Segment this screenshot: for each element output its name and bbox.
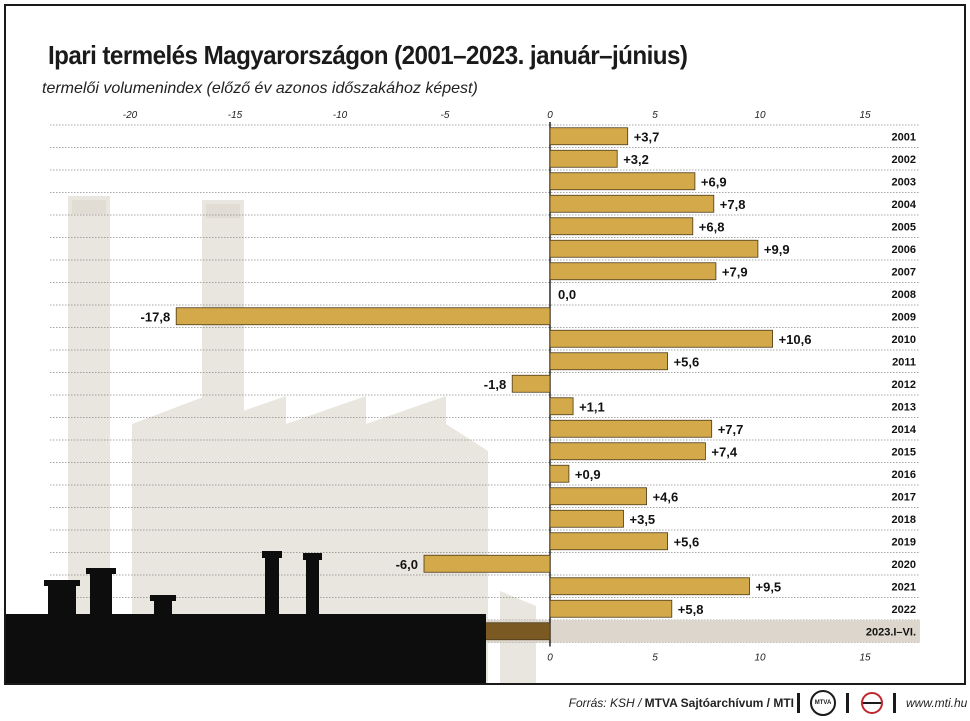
bars <box>175 127 774 641</box>
mti-logo-icon <box>861 692 883 714</box>
year-label: 2008 <box>892 289 916 301</box>
value-label: +7,4 <box>711 444 737 459</box>
bar-2014 <box>549 419 713 438</box>
footer: Forrás: KSH / MTVA Sajtóarchívum / MTI M… <box>0 688 970 721</box>
bottom-tick-label: 15 <box>859 653 871 664</box>
year-label: 2017 <box>892 491 916 503</box>
top-tick-label: 0 <box>547 110 553 121</box>
bar-2022 <box>549 599 673 618</box>
factory-foreground-silhouette <box>6 551 486 683</box>
year-label: 2010 <box>892 334 916 346</box>
bottom-tick-label: 10 <box>754 653 766 664</box>
bar-2004 <box>549 194 715 213</box>
bar-2020 <box>423 554 551 573</box>
bar-2002 <box>549 149 618 168</box>
year-label: 2015 <box>892 446 916 458</box>
separator <box>797 693 800 713</box>
value-label: +9,5 <box>756 579 782 594</box>
top-tick-label: 5 <box>652 110 658 121</box>
bar-2019 <box>549 532 668 551</box>
value-label: -17,8 <box>141 309 171 324</box>
year-label: 2003 <box>892 176 916 188</box>
top-tick-label: -10 <box>333 110 348 121</box>
year-label: 2019 <box>892 536 916 548</box>
bar-2005 <box>549 217 694 236</box>
chart-svg: +3,7 +3,2 +6,9 +7,8 +6,8 +9,9 +7,9 0,0 -17,8 +10,… <box>6 110 920 683</box>
year-label: 2004 <box>892 199 917 211</box>
bottom-tick-label: 5 <box>652 653 658 664</box>
value-label: +7,7 <box>718 422 744 437</box>
top-tick-label: -15 <box>228 110 243 121</box>
bar-2021 <box>549 577 750 596</box>
value-label: +5,6 <box>674 354 700 369</box>
value-label: +4,6 <box>653 489 679 504</box>
year-label: 2001 <box>892 131 916 143</box>
separator <box>893 693 896 713</box>
year-label: 2011 <box>892 356 916 368</box>
value-label: +7,9 <box>722 264 748 279</box>
value-label: +3,5 <box>630 512 656 527</box>
value-label: +1,1 <box>579 399 605 414</box>
bar-2017 <box>549 487 647 506</box>
top-tick-label: 15 <box>859 110 871 121</box>
value-label: +5,6 <box>674 534 700 549</box>
year-labels: 2001 2002 2003 2004 2005 2006 2007 2008 2009 2010… <box>866 131 917 638</box>
top-axis-ticks: -20 -15 -10 -5 0 5 10 15 <box>123 110 871 121</box>
year-label: 2021 <box>892 581 916 593</box>
chart-title: Ipari termelés Magyarországon (2001–2023… <box>48 40 688 70</box>
value-label: +6,8 <box>699 219 725 234</box>
year-label: 2005 <box>892 221 916 233</box>
value-label: +10,6 <box>779 332 812 347</box>
bar-2015 <box>549 442 706 461</box>
year-label: 2006 <box>892 244 916 256</box>
source-credit: Forrás: KSH / MTVA Sajtóarchívum / MTI <box>569 696 794 710</box>
year-label: 2013 <box>892 401 916 413</box>
value-label: 0,0 <box>558 287 576 302</box>
website-link[interactable]: www.mti.hu <box>906 696 968 710</box>
bar-2009 <box>175 307 551 326</box>
bar-2011 <box>549 352 668 371</box>
bar-2016 <box>549 464 570 483</box>
bar-2018 <box>549 509 624 528</box>
value-label: -1,8 <box>484 377 506 392</box>
value-label: +0,9 <box>575 467 601 482</box>
value-label: +7,8 <box>720 197 746 212</box>
bar-2001 <box>549 127 629 146</box>
factory-background-silhouette <box>68 196 536 683</box>
bar-2003 <box>549 172 696 191</box>
year-label: 2020 <box>892 559 916 571</box>
bar-2006 <box>549 239 759 258</box>
value-label: +6,9 <box>701 174 727 189</box>
year-label: 2014 <box>892 424 917 436</box>
year-label: 2022 <box>892 604 916 616</box>
year-label: 2023.I–VI. <box>866 626 916 638</box>
top-tick-label: 10 <box>754 110 766 121</box>
year-label: 2009 <box>892 311 916 323</box>
bar-2012 <box>511 374 551 393</box>
value-label: +3,7 <box>634 129 660 144</box>
value-label: +5,8 <box>678 602 704 617</box>
top-tick-label: -20 <box>123 110 138 121</box>
bar-2013 <box>549 397 574 416</box>
year-label: 2018 <box>892 514 916 526</box>
bar-2010 <box>549 329 774 348</box>
value-label: +3,2 <box>623 152 649 167</box>
mtva-logo-icon: MTVA <box>810 690 836 716</box>
source-agency: MTVA Sajtóarchívum / MTI <box>644 696 794 710</box>
year-label: 2016 <box>892 469 916 481</box>
separator <box>846 693 849 713</box>
year-label: 2007 <box>892 266 916 278</box>
value-label: +9,9 <box>764 242 790 257</box>
year-label: 2002 <box>892 154 916 166</box>
top-tick-label: -5 <box>441 110 450 121</box>
value-label: -6,0 <box>396 557 418 572</box>
bar-2007 <box>549 262 717 281</box>
source-prefix: Forrás: KSH / <box>568 696 645 710</box>
bottom-tick-label: 0 <box>547 653 553 664</box>
chart-subtitle: termelői volumenindex (előző év azonos i… <box>42 80 478 97</box>
year-label: 2012 <box>892 379 916 391</box>
chart-frame: +3,7 +3,2 +6,9 +7,8 +6,8 +9,9 +7,9 0,0 -17,8 +10,… <box>4 4 966 685</box>
